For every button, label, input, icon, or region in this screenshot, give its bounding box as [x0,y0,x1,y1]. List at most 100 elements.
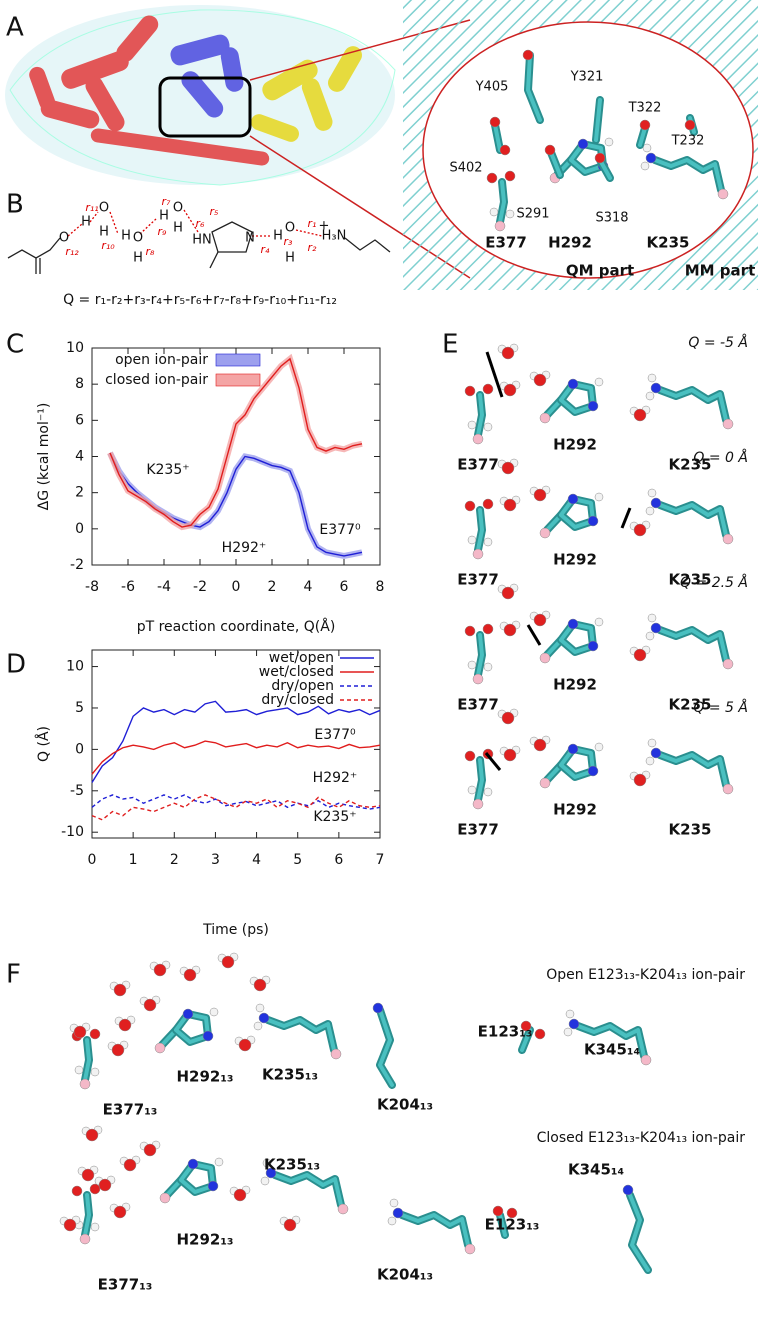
residue-label: H292 [553,801,597,819]
q-label: Q = -5 Å [688,334,748,351]
residue-label: E377 [457,821,499,839]
atom-label: O [133,231,143,246]
residue-label: H292 [553,551,597,569]
legend-label: wet/closed [259,664,334,680]
distance-label: r₈ [146,245,156,258]
residue-label: H292 [553,436,597,454]
annotation: K235⁺ [313,809,356,825]
atom-label: O [99,201,109,216]
panel-label: F [6,960,21,990]
residue-label: S318 [595,211,628,226]
y-tick-label: -5 [70,783,84,799]
q-label: Q = 2.5 Å [680,574,748,591]
y-tick-label: 10 [66,659,84,675]
residue-label: K204₁₃ [377,1096,433,1114]
residue-label: E123₁₃ [478,1023,533,1041]
distance-label: r₉ [158,225,168,238]
residue-label: K235 [669,821,712,839]
x-tick-label: 7 [376,852,385,868]
panel-label: A [6,13,24,43]
residue-label: K235 [669,456,712,474]
x-tick-label: 6 [334,852,343,868]
state-title: Closed E123₁₃-K204₁₃ ion-pair [537,1130,746,1146]
residue-label: E123₁₃ [485,1216,540,1234]
x-tick-label: 5 [293,852,302,868]
atom-label: H [173,221,183,236]
x-tick-label: 2 [170,852,179,868]
residue-label: S402 [449,161,482,176]
residue-label: K235₁₃ [262,1066,318,1084]
residue-label: S291 [516,207,549,222]
atom-label: + [319,219,330,234]
x-axis-label: Time (ps) [202,922,269,938]
x-tick-label: 3 [211,852,220,868]
y-tick-label: -10 [61,824,84,840]
y-tick-label: 0 [75,521,84,537]
distance-label: r₃ [284,235,294,248]
atom-label: H [133,251,143,266]
atom-label: H [273,229,283,244]
x-tick-label: 2 [268,579,277,595]
panel-label: B [6,190,24,220]
annotation: E377⁰ [319,522,361,538]
residue-label: Y405 [475,80,509,95]
distance-label: r₁₂ [65,245,79,258]
y-tick-label: 8 [75,376,84,392]
series-line [91,794,381,810]
residue-label: K235₁₃ [264,1156,320,1174]
annotation: H292⁺ [222,540,267,556]
residue-label: E377 [485,234,527,252]
reaction-scheme [7,209,391,274]
atom-label: H [99,225,109,240]
residue-label: E377₁₃ [103,1101,158,1119]
residue-label: K345₁₄ [584,1041,640,1059]
residue-label: E377 [457,696,499,714]
residue-label: H292 [548,234,592,252]
residue-label: K204₁₃ [377,1266,433,1284]
legend-label: dry/open [271,678,334,694]
x-tick-label: -8 [85,579,99,595]
series-line [91,700,381,783]
y-tick-label: 6 [75,412,84,428]
x-tick-label: -2 [193,579,207,595]
residue-label: H292 [553,676,597,694]
y-tick-label: 2 [75,485,84,501]
atom-label: O [173,201,183,216]
distance-label: r₇ [162,195,172,208]
atom-label: H [285,251,295,266]
x-tick-label: -4 [157,579,171,595]
atom-label: H₃N [322,229,347,244]
q-label: Q = 0 Å [693,449,748,466]
x-tick-label: 4 [252,852,261,868]
residue-label: K235 [669,696,712,714]
annotation: H292⁺ [313,770,358,786]
q-label: Q = 5 Å [693,699,748,716]
x-tick-label: 8 [376,579,385,595]
distance-label: r₁₁ [85,201,98,214]
x-axis-label: pT reaction coordinate, Q(Å) [137,618,336,635]
atom-label: H [121,229,131,244]
state-title: Open E123₁₃-K204₁₃ ion-pair [546,967,745,983]
series-line [91,740,381,775]
annotation: E377⁰ [314,727,356,743]
distance-label: r₅ [210,205,219,218]
x-tick-label: 0 [232,579,241,595]
x-tick-label: 1 [129,852,138,868]
x-tick-label: 4 [304,579,313,595]
legend-label: open ion-pair [115,352,208,368]
legend-label: closed ion-pair [105,372,208,388]
panel-label: D [6,650,26,680]
x-tick-label: -6 [121,579,135,595]
y-tick-label: 4 [75,449,84,465]
equation: Q = r₁-r₂+r₃-r₄+r₅-r₆+r₇-r₈+r₉-r₁₀+r₁₁-r… [63,292,337,308]
y-axis-label: Q (Å) [35,726,52,762]
residue-label: K235 [669,571,712,589]
distance-label: r₆ [196,217,206,230]
x-tick-label: 0 [88,852,97,868]
atom-label: O [285,221,295,236]
residue-label: T232 [671,134,705,149]
residue-label: E377₁₃ [98,1276,153,1294]
protein-image [5,5,471,279]
atom-label: N [245,231,255,246]
molecule-drawings [59,49,734,1274]
